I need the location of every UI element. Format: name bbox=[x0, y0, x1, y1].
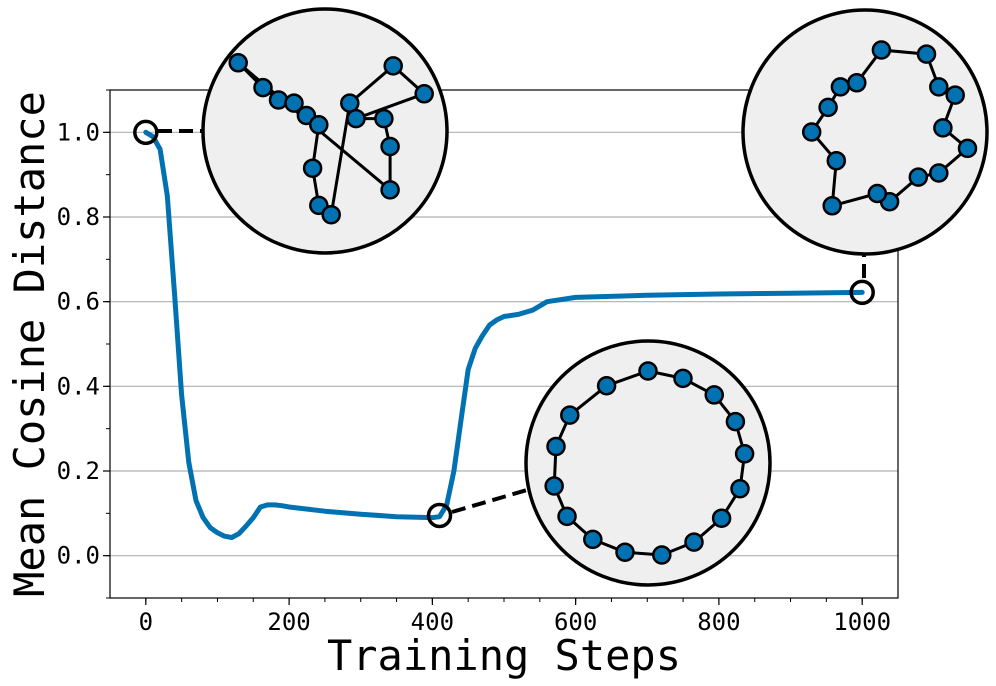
inset-point bbox=[801, 122, 822, 142]
inset-point bbox=[711, 508, 732, 528]
inset-annotations bbox=[133, 7, 989, 587]
inset-3 bbox=[741, 8, 989, 306]
inset-point bbox=[380, 180, 400, 200]
inset-point bbox=[583, 529, 603, 550]
inset-circle bbox=[741, 8, 989, 256]
inset-point bbox=[826, 150, 847, 171]
inset-point bbox=[847, 73, 867, 93]
x-tick-label: 800 bbox=[697, 608, 740, 636]
y-tick-label: 0.0 bbox=[57, 542, 100, 570]
inset-point bbox=[908, 167, 929, 187]
y-tick-label: 1.0 bbox=[57, 118, 100, 146]
inset-point bbox=[321, 204, 341, 225]
inset-point bbox=[309, 115, 329, 135]
inset-point bbox=[268, 90, 289, 110]
highlight-marker bbox=[426, 502, 453, 529]
x-tick-label: 400 bbox=[411, 608, 454, 636]
inset-point bbox=[557, 506, 577, 527]
inset-point bbox=[673, 368, 693, 389]
inset-point bbox=[818, 97, 838, 118]
inset-point bbox=[867, 183, 888, 204]
inset-point bbox=[383, 56, 403, 76]
inset-point bbox=[916, 44, 937, 64]
inset-1 bbox=[133, 7, 449, 255]
inset-point bbox=[615, 542, 635, 562]
inset-point bbox=[596, 375, 617, 396]
inset-point bbox=[546, 436, 566, 457]
inset-point bbox=[414, 84, 434, 104]
y-tick-label: 0.8 bbox=[57, 203, 100, 231]
inset-point bbox=[560, 405, 580, 425]
y-tick-label: 0.6 bbox=[57, 288, 100, 316]
x-tick-label: 600 bbox=[554, 608, 597, 636]
x-tick-label: 200 bbox=[267, 608, 310, 636]
connector-line bbox=[451, 488, 528, 514]
inset-point bbox=[346, 108, 366, 129]
series-layer bbox=[143, 129, 865, 540]
inset-point bbox=[253, 77, 273, 98]
y-axis-label: Mean Cosine Distance bbox=[5, 91, 54, 597]
inset-point bbox=[730, 479, 750, 499]
inset-point bbox=[302, 158, 323, 178]
inset-point bbox=[830, 77, 851, 97]
inset-point bbox=[638, 361, 658, 381]
inset-point bbox=[945, 85, 965, 105]
y-tick-label: 0.4 bbox=[57, 372, 100, 400]
series-line bbox=[143, 129, 865, 540]
inset-point bbox=[684, 532, 704, 552]
inset-point bbox=[725, 411, 746, 432]
x-axis-label: Training Steps bbox=[327, 631, 681, 680]
axis-ticks: 0.0 0.2 0.4 0.6 0.8 1.0 0 200 400 600 800 1000 bbox=[57, 89, 891, 636]
inset-point bbox=[544, 476, 564, 496]
highlight-marker bbox=[133, 119, 159, 146]
inset-point bbox=[871, 40, 892, 60]
inset-2 bbox=[426, 339, 772, 587]
inset-point bbox=[228, 53, 248, 73]
inset-point bbox=[374, 108, 394, 129]
inset-point bbox=[929, 163, 949, 183]
inset-point bbox=[957, 138, 978, 159]
inset-point bbox=[652, 545, 672, 565]
y-tick-label: 0.2 bbox=[57, 457, 100, 485]
inset-point bbox=[933, 118, 953, 138]
inset-point bbox=[380, 136, 400, 157]
inset-point bbox=[284, 93, 304, 113]
inset-point bbox=[734, 444, 755, 464]
inset-point bbox=[929, 77, 949, 97]
inset-point bbox=[822, 196, 842, 216]
highlight-marker bbox=[849, 279, 875, 306]
x-tick-label: 0 bbox=[139, 608, 153, 636]
x-tick-label: 1000 bbox=[833, 608, 891, 636]
inset-point bbox=[704, 385, 724, 405]
